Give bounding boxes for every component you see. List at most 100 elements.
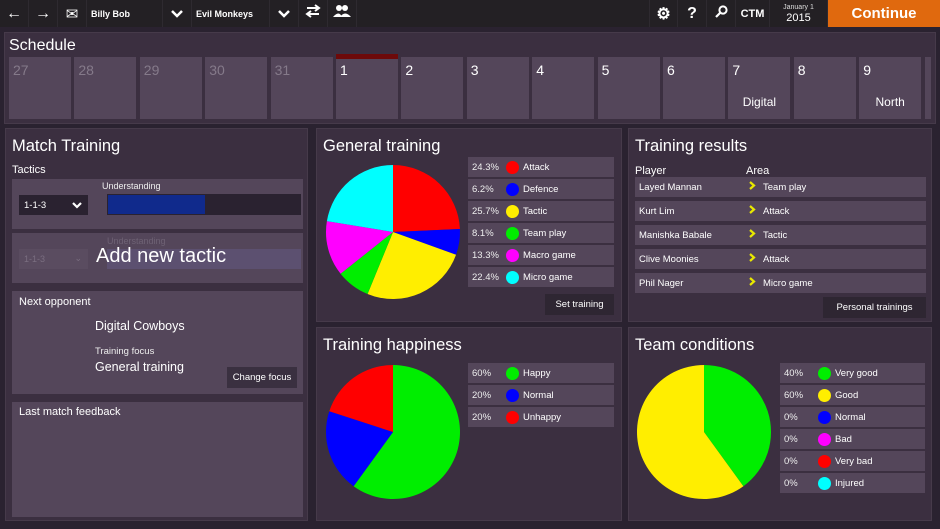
day-number: 30 bbox=[209, 62, 225, 78]
add-new-tactic-row[interactable]: 1-1-3 ⌄ Understanding Add new tactic bbox=[12, 233, 303, 283]
legend-percent: 20% bbox=[472, 411, 492, 423]
legend-color-dot-icon bbox=[818, 454, 831, 468]
schedule-day[interactable]: 28 bbox=[74, 57, 137, 119]
chevron-down-icon bbox=[72, 201, 82, 212]
legend-label: Defence bbox=[523, 183, 559, 195]
team-conditions-pie-chart bbox=[637, 365, 771, 499]
swap-button[interactable] bbox=[299, 0, 328, 27]
legend-label: Team play bbox=[523, 227, 567, 239]
staff-button[interactable] bbox=[328, 0, 357, 27]
ctm-button[interactable]: CTM bbox=[736, 0, 770, 27]
chevron-right-icon bbox=[745, 277, 759, 289]
search-button[interactable] bbox=[707, 0, 736, 27]
training-result-row[interactable]: Phil Nager Micro game bbox=[635, 273, 926, 293]
legend-percent: 8.1% bbox=[472, 227, 494, 239]
schedule-day[interactable]: 1 bbox=[336, 54, 398, 119]
schedule-day[interactable]: 31 bbox=[270, 57, 333, 119]
legend-color-dot-icon bbox=[818, 366, 831, 380]
player-name: Kurt Lim bbox=[639, 205, 675, 217]
pie-slice bbox=[326, 165, 393, 232]
legend-color-dot-icon bbox=[818, 388, 831, 402]
training-result-row[interactable]: Manishka Babale Tactic bbox=[635, 225, 926, 245]
help-button[interactable]: ? bbox=[678, 0, 707, 27]
manager-dropdown-button[interactable] bbox=[163, 0, 192, 27]
manager-name[interactable]: Billy Bob bbox=[87, 0, 163, 27]
legend-item: 60% Good bbox=[780, 385, 925, 405]
schedule-day[interactable]: 5 bbox=[597, 57, 660, 119]
training-area: Team play bbox=[763, 181, 807, 193]
player-name: Clive Moonies bbox=[639, 253, 699, 265]
ghost-tactic-select: 1-1-3 ⌄ bbox=[19, 249, 88, 269]
pie-slice bbox=[329, 365, 393, 432]
schedule-day[interactable]: 29 bbox=[139, 57, 202, 119]
training-happiness-title: Training happiness bbox=[323, 336, 462, 354]
understanding-bar bbox=[107, 194, 301, 215]
schedule-day[interactable]: 3 bbox=[466, 57, 529, 119]
schedule-day[interactable]: 9 North bbox=[859, 57, 922, 119]
tactic-select-value: 1-1-3 bbox=[24, 199, 47, 211]
training-results-title: Training results bbox=[635, 137, 748, 155]
legend-percent: 0% bbox=[784, 411, 798, 423]
legend-item: 0% Bad bbox=[780, 429, 925, 449]
player-name: Layed Mannan bbox=[639, 181, 702, 193]
chevron-right-icon bbox=[745, 229, 759, 241]
legend-color-dot-icon bbox=[818, 432, 831, 446]
pie-slice bbox=[393, 229, 460, 255]
arrow-right-icon: → bbox=[35, 4, 51, 22]
chevron-down-icon: ⌄ bbox=[74, 253, 82, 263]
legend-label: Good bbox=[835, 389, 859, 401]
legend-label: Unhappy bbox=[523, 411, 562, 423]
legend-color-dot-icon bbox=[506, 366, 519, 380]
pie-slice bbox=[353, 365, 460, 499]
inbox-button[interactable]: ✉ bbox=[58, 0, 87, 27]
area-column-header: Area bbox=[746, 165, 770, 177]
schedule-scrollbar[interactable] bbox=[925, 57, 931, 119]
forward-button[interactable]: → bbox=[29, 0, 58, 27]
ghost-understanding-bar bbox=[107, 249, 301, 269]
schedule-day[interactable]: 2 bbox=[401, 57, 464, 119]
schedule-panel: Schedule 27 28 29 30 31 1 2 3 4 5 6 7 Digital 8 9 North bbox=[4, 32, 936, 124]
back-button[interactable]: ← bbox=[0, 0, 29, 27]
team-name[interactable]: Evil Monkeys bbox=[192, 0, 270, 27]
schedule-day[interactable]: 8 bbox=[793, 57, 856, 119]
general-training-panel: General training 24.3% Attack 6.2% Defence 2… bbox=[316, 128, 622, 322]
team-conditions-title: Team conditions bbox=[635, 336, 755, 354]
pie-slice bbox=[637, 365, 744, 499]
change-focus-button[interactable]: Change focus bbox=[227, 367, 297, 388]
continue-button[interactable]: Continue bbox=[828, 0, 940, 27]
pie-slice bbox=[340, 232, 393, 294]
legend-percent: 60% bbox=[784, 389, 804, 401]
schedule-day[interactable]: 7 Digital bbox=[728, 57, 791, 119]
personal-trainings-button[interactable]: Personal trainings bbox=[823, 297, 926, 318]
legend-percent: 20% bbox=[472, 389, 492, 401]
legend-percent: 0% bbox=[784, 477, 798, 489]
schedule-day[interactable]: 6 bbox=[663, 57, 725, 119]
group-icon bbox=[333, 4, 351, 23]
day-number: 6 bbox=[667, 62, 675, 78]
training-result-row[interactable]: Clive Moonies Attack bbox=[635, 249, 926, 269]
schedule-day[interactable]: 30 bbox=[205, 57, 268, 119]
team-dropdown-button[interactable] bbox=[270, 0, 299, 27]
chevron-right-icon bbox=[745, 205, 759, 217]
schedule-day[interactable]: 27 bbox=[9, 57, 71, 119]
training-area: Tactic bbox=[763, 229, 788, 241]
pie-slice bbox=[326, 411, 393, 487]
legend-label: Tactic bbox=[523, 205, 548, 217]
match-training-title: Match Training bbox=[12, 137, 121, 155]
legend-color-dot-icon bbox=[506, 388, 519, 402]
set-training-button[interactable]: Set training bbox=[545, 294, 614, 315]
legend-color-dot-icon bbox=[506, 226, 519, 240]
arrow-left-icon: ← bbox=[6, 4, 22, 22]
pie-slice bbox=[367, 232, 457, 299]
schedule-day[interactable]: 4 bbox=[532, 57, 595, 119]
tactic-select[interactable]: 1-1-3 bbox=[19, 195, 88, 215]
day-event: Digital bbox=[742, 95, 777, 109]
training-result-row[interactable]: Kurt Lim Attack bbox=[635, 201, 926, 221]
training-result-row[interactable]: Layed Mannan Team play bbox=[635, 177, 926, 197]
legend-color-dot-icon bbox=[818, 476, 831, 490]
legend-label: Normal bbox=[523, 389, 554, 401]
settings-button[interactable]: ⚙ bbox=[649, 0, 678, 27]
match-training-panel: Match Training Tactics 1-1-3 Understandi… bbox=[5, 128, 308, 521]
chevron-down-icon bbox=[171, 5, 183, 23]
last-match-feedback-label: Last match feedback bbox=[19, 406, 121, 418]
